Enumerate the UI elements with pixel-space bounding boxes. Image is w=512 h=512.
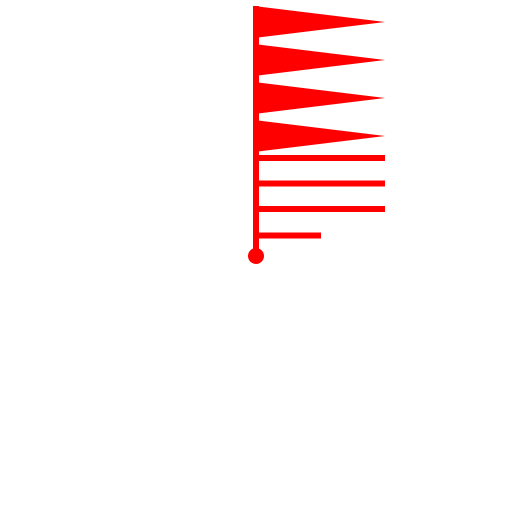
pennant xyxy=(254,82,385,114)
pennant xyxy=(254,44,385,76)
wind-barb-group xyxy=(248,6,385,264)
pennant xyxy=(254,120,385,152)
station-dot xyxy=(248,248,264,264)
pennant xyxy=(254,6,385,38)
